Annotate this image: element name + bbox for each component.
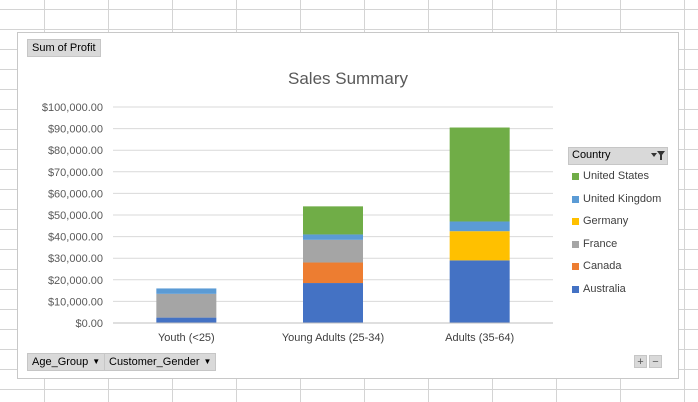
bar-segment: [449, 127, 510, 222]
bar-segment: [156, 293, 217, 318]
legend-item: United States: [568, 165, 668, 188]
legend-item: Germany: [568, 210, 668, 233]
filter-dropdown-icon: [651, 151, 665, 160]
legend-label: Canada: [583, 260, 622, 272]
axis-field-button-age-group[interactable]: Age_Group ▼: [27, 353, 106, 371]
axis-field-label: Age_Group: [32, 356, 89, 368]
pivot-chart[interactable]: Sum of Profit Sales Summary $0.00 $10,000…: [17, 32, 679, 379]
legend-label: United States: [583, 170, 650, 182]
expand-field-button[interactable]: +: [634, 355, 647, 368]
legend-swatch: [572, 173, 579, 180]
y-tick-label: $40,000.00: [48, 232, 103, 244]
bar-segment: [303, 283, 363, 323]
y-tick-label: $90,000.00: [48, 124, 103, 136]
legend-swatch: [572, 263, 579, 270]
legend-swatch: [572, 285, 579, 293]
bar-segment: [303, 239, 363, 263]
bar-segment: [156, 317, 217, 323]
value-field-button[interactable]: Sum of Profit: [27, 39, 101, 57]
y-tick-label: $50,000.00: [48, 210, 103, 222]
legend-label: France: [583, 237, 618, 250]
legend-item: United Kingdom: [568, 188, 668, 211]
bar-segment: [303, 262, 363, 284]
chart-title: Sales Summary: [288, 69, 408, 88]
plot-area: $0.00 $10,000.00 $20,000.00 $30,000.00 $40,0…: [42, 102, 553, 344]
x-tick-label: Young Adults (25-34): [282, 332, 384, 344]
axis-field-label: Customer_Gender: [109, 356, 200, 368]
legend-label: United Kingdom: [583, 192, 662, 205]
bar-segment: [449, 231, 510, 261]
dropdown-arrow-icon: ▼: [92, 357, 101, 366]
y-tick-label: $70,000.00: [48, 167, 103, 179]
legend-label: Australia: [583, 282, 626, 295]
legend-swatch: [572, 240, 579, 248]
bar-segment: [156, 288, 217, 294]
y-tick-label: $100,000.00: [42, 102, 103, 114]
legend-item: France: [568, 233, 668, 256]
x-tick-label: Adults (35-64): [445, 332, 514, 344]
legend-label: Germany: [583, 215, 629, 227]
legend-field-label: Country: [572, 149, 611, 161]
bar-segment: [303, 234, 363, 240]
y-tick-label: $60,000.00: [48, 188, 103, 200]
y-tick-label: $30,000.00: [48, 253, 103, 265]
value-field-label: Sum of Profit: [32, 42, 96, 54]
bar-segment: [449, 260, 510, 323]
legend: Country United States United Kingdom Germa…: [568, 147, 668, 300]
y-tick-label: $0.00: [75, 318, 103, 330]
legend-swatch: [572, 195, 579, 203]
collapse-field-button[interactable]: −: [649, 355, 662, 368]
legend-item: Canada: [568, 255, 668, 278]
legend-field-button[interactable]: Country: [568, 147, 668, 165]
axis-field-button-customer-gender[interactable]: Customer_Gender ▼: [104, 353, 217, 371]
y-tick-label: $80,000.00: [48, 145, 103, 157]
y-tick-label: $10,000.00: [48, 296, 103, 308]
legend-swatch: [572, 218, 579, 225]
dropdown-arrow-icon: ▼: [203, 357, 212, 366]
x-tick-label: Youth (<25): [158, 332, 215, 344]
y-tick-label: $20,000.00: [48, 275, 103, 287]
legend-item: Australia: [568, 278, 668, 301]
bar-segment: [449, 221, 510, 232]
bar-segment: [303, 206, 363, 235]
